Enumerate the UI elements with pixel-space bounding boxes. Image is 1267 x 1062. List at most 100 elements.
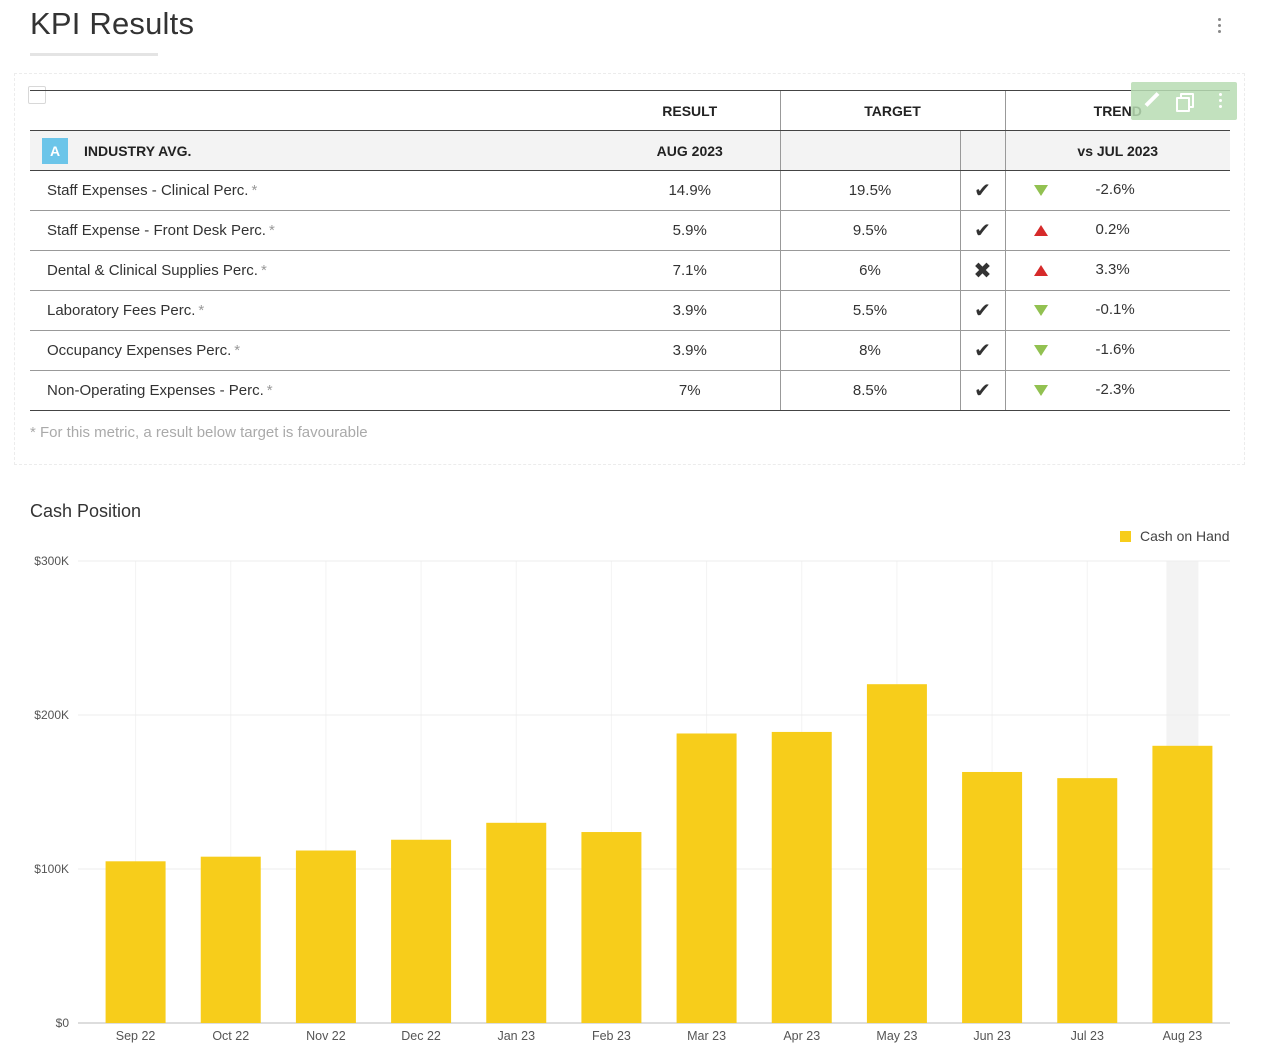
legend-label: Cash on Hand xyxy=(1140,528,1230,544)
metric-cell: Non-Operating Expenses - Perc. * xyxy=(30,370,600,411)
bar xyxy=(962,771,1023,1023)
x-tick-label: Nov 22 xyxy=(306,1029,346,1043)
result-value: 3.9% xyxy=(600,290,780,331)
trend-down-icon xyxy=(1033,185,1048,196)
header-metric xyxy=(30,90,600,131)
check-icon: ✔ xyxy=(959,330,1006,371)
target-value: 8.5% xyxy=(779,370,960,411)
table-row: Staff Expense - Front Desk Perc. * 5.9% 9.5… xyxy=(30,210,1231,251)
bar xyxy=(771,731,832,1023)
kpi-table: RESULT TARGET TREND A INDUSTRY AVG. AUG 2… xyxy=(30,90,1231,411)
footnote: * For this metric, a result below target… xyxy=(30,424,368,441)
trend-value: -2.3% xyxy=(1095,381,1135,398)
x-tick-label: Mar 23 xyxy=(687,1029,726,1043)
metric-name: Staff Expense - Front Desk Perc. xyxy=(47,222,266,239)
bar xyxy=(581,832,642,1023)
trend-down-icon xyxy=(1033,385,1048,396)
x-tick-label: Aug 23 xyxy=(1163,1029,1203,1043)
group-row: A INDUSTRY AVG. AUG 2023 vs JUL 2023 xyxy=(30,130,1231,171)
bar xyxy=(486,822,547,1023)
target-value: 8% xyxy=(779,330,960,371)
copy-icon[interactable] xyxy=(1175,92,1194,112)
result-value: 7.1% xyxy=(600,250,780,291)
metric-name: Dental & Clinical Supplies Perc. xyxy=(47,262,258,279)
trend-down-icon xyxy=(1033,345,1048,356)
favourable-note-marker: * xyxy=(266,382,273,399)
x-tick-label: Dec 22 xyxy=(401,1029,441,1043)
target-value: 6% xyxy=(779,250,960,291)
check-icon: ✔ xyxy=(959,290,1006,331)
metric-name: Occupancy Expenses Perc. xyxy=(47,342,232,359)
metric-name: Laboratory Fees Perc. xyxy=(47,302,196,319)
bar xyxy=(105,861,166,1023)
trend-value: 3.3% xyxy=(1095,261,1130,278)
metric-name: Staff Expenses - Clinical Perc. xyxy=(47,182,249,199)
legend-swatch xyxy=(1120,531,1131,542)
table-header-row: RESULT TARGET TREND xyxy=(30,90,1231,131)
result-value: 5.9% xyxy=(600,210,780,251)
table-row: Non-Operating Expenses - Perc. * 7% 8.5% ✔ -2… xyxy=(30,370,1231,411)
cash-position-chart: $0 $100K $200K $300K Sep 22 Oct 22 Nov 22 Dec 2… xyxy=(34,528,1230,1043)
target-value: 9.5% xyxy=(779,210,960,251)
trend-value: -2.6% xyxy=(1095,181,1135,198)
trend-down-icon xyxy=(1033,305,1048,316)
bar xyxy=(391,839,452,1023)
result-value: 7% xyxy=(600,370,780,411)
result-value: 14.9% xyxy=(600,170,780,211)
metric-cell: Staff Expenses - Clinical Perc. * xyxy=(30,170,600,211)
favourable-note-marker: * xyxy=(198,302,205,319)
y-tick-label: $200K xyxy=(34,708,69,722)
favourable-note-marker: * xyxy=(251,182,258,199)
x-tick-label: Sep 22 xyxy=(116,1029,156,1043)
page-menu-kebab-icon[interactable] xyxy=(1211,16,1227,36)
cross-icon: ✖ xyxy=(959,250,1006,291)
bar xyxy=(866,684,927,1023)
check-icon: ✔ xyxy=(959,210,1006,251)
table-row: Dental & Clinical Supplies Perc. * 7.1% 6% ✖… xyxy=(30,250,1231,291)
metric-cell: Laboratory Fees Perc. * xyxy=(30,290,600,331)
y-tick-label: $0 xyxy=(56,1016,70,1030)
metric-cell: Dental & Clinical Supplies Perc. * xyxy=(30,250,600,291)
trend-value: 0.2% xyxy=(1095,221,1130,238)
trend-period: vs JUL 2023 xyxy=(1004,130,1231,171)
bar xyxy=(200,856,261,1023)
favourable-note-marker: * xyxy=(260,262,267,279)
x-tick-label: Jan 23 xyxy=(497,1029,535,1043)
x-tick-label: Jul 23 xyxy=(1071,1029,1104,1043)
header-result: RESULT xyxy=(600,90,780,131)
trend-value: -0.1% xyxy=(1095,301,1135,318)
x-tick-label: Feb 23 xyxy=(592,1029,631,1043)
y-tick-label: $300K xyxy=(34,554,69,568)
x-tick-label: May 23 xyxy=(876,1029,917,1043)
favourable-note-marker: * xyxy=(234,342,241,359)
trend-up-icon xyxy=(1033,265,1048,276)
target-value: 5.5% xyxy=(779,290,960,331)
table-row: Staff Expenses - Clinical Perc. * 14.9% 19.… xyxy=(30,170,1231,211)
tools-overlay xyxy=(1131,82,1237,120)
result-value: 3.9% xyxy=(600,330,780,371)
table-row: Laboratory Fees Perc. * 3.9% 5.5% ✔ -0.1% xyxy=(30,290,1231,331)
x-tick-label: Apr 23 xyxy=(783,1029,820,1043)
bar xyxy=(1152,745,1213,1023)
x-tick-label: Oct 22 xyxy=(212,1029,249,1043)
header-target: TARGET xyxy=(779,90,1006,131)
metric-name: Non-Operating Expenses - Perc. xyxy=(47,382,264,399)
check-icon: ✔ xyxy=(959,370,1006,411)
check-icon: ✔ xyxy=(959,170,1006,211)
trend-up-icon xyxy=(1033,225,1048,236)
page-title: KPI Results xyxy=(30,6,195,41)
table-row: Occupancy Expenses Perc. * 3.9% 8% ✔ -1.6% xyxy=(30,330,1231,371)
trend-value: -1.6% xyxy=(1095,341,1135,358)
target-value: 19.5% xyxy=(779,170,960,211)
metric-cell: Staff Expense - Front Desk Perc. * xyxy=(30,210,600,251)
favourable-note-marker: * xyxy=(268,222,275,239)
y-tick-label: $100K xyxy=(34,862,69,876)
title-underline xyxy=(30,53,158,56)
bar xyxy=(295,850,356,1023)
metric-cell: Occupancy Expenses Perc. * xyxy=(30,330,600,371)
kpi-panel xyxy=(14,73,1245,465)
group-badge: A xyxy=(42,137,68,164)
chart-title: Cash Position xyxy=(30,501,142,521)
widget-menu-kebab-icon[interactable] xyxy=(1211,92,1229,110)
edit-pencil-icon[interactable] xyxy=(1143,92,1161,110)
